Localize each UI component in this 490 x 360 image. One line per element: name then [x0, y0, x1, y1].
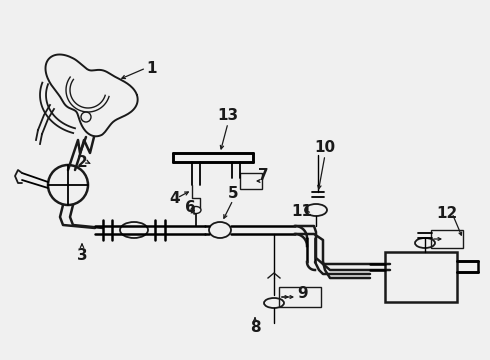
- Text: 8: 8: [250, 320, 260, 336]
- Text: 12: 12: [437, 206, 458, 220]
- Text: 10: 10: [315, 140, 336, 154]
- Text: 5: 5: [228, 185, 238, 201]
- Text: 2: 2: [76, 154, 87, 170]
- Bar: [240, 173, 262, 189]
- Bar: [431, 230, 463, 248]
- Text: 6: 6: [185, 199, 196, 215]
- Text: 9: 9: [298, 285, 308, 301]
- Text: 11: 11: [292, 203, 313, 219]
- Text: 3: 3: [77, 248, 87, 262]
- Bar: [279, 287, 321, 307]
- Text: 4: 4: [170, 190, 180, 206]
- Text: 13: 13: [218, 108, 239, 122]
- Text: 7: 7: [258, 167, 269, 183]
- Bar: [385, 252, 457, 302]
- Text: 1: 1: [147, 60, 157, 76]
